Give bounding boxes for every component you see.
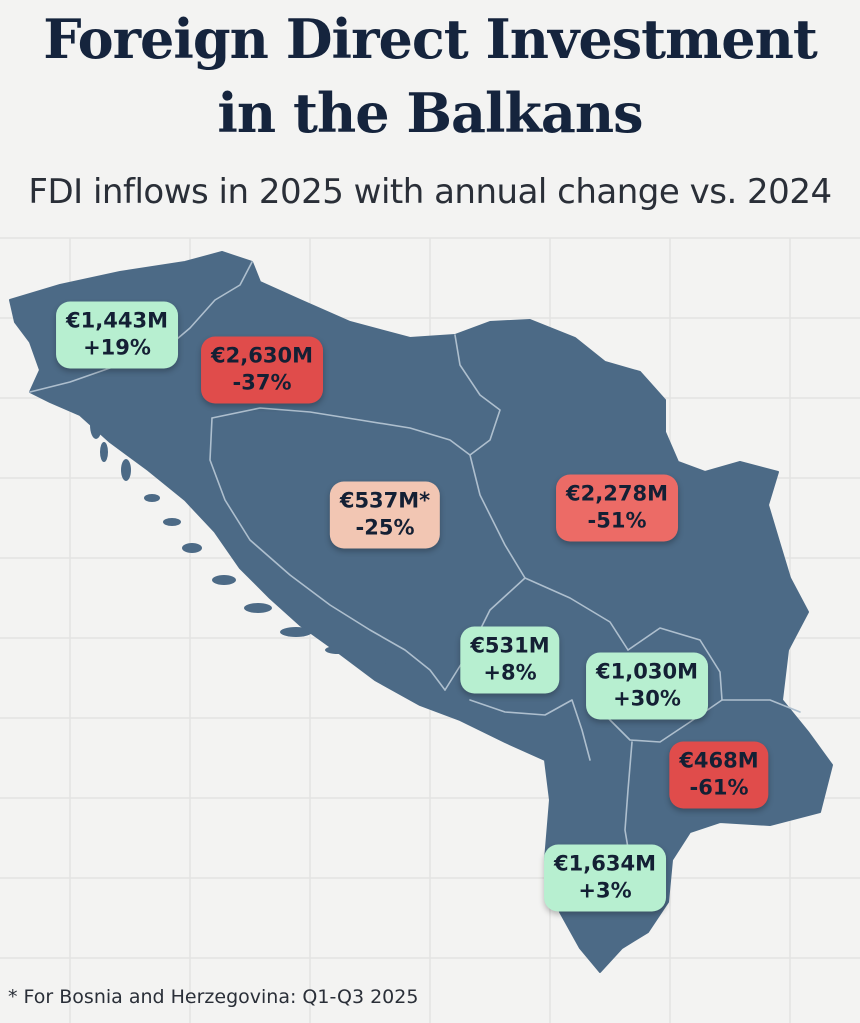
badge-serbia: €2,278M -51%	[556, 474, 678, 542]
footnote: * For Bosnia and Herzegovina: Q1-Q3 2025	[8, 986, 419, 1008]
badge-value: €2,278M	[566, 481, 668, 506]
badge-bosnia: €537M* -25%	[329, 481, 441, 549]
title-line-2: in the Balkans	[217, 81, 643, 145]
border-croatia-serbia	[454, 334, 501, 456]
badge-change: +3%	[578, 878, 632, 903]
landmass-main	[9, 251, 833, 973]
border-kosovo-serbia	[627, 627, 723, 701]
badge-change: +19%	[83, 335, 151, 360]
border-serbia-montenegro	[524, 577, 629, 651]
badge-value: €1,634M	[554, 851, 656, 876]
badge-croatia: €2,630M -37%	[201, 336, 323, 404]
border-croatia-bosnia	[211, 407, 526, 579]
badge-value: €1,443M	[66, 308, 168, 333]
badge-change: +30%	[613, 686, 681, 711]
title-line-1: Foreign Direct Investment	[43, 7, 818, 71]
border-serbia-macedonia	[721, 699, 801, 713]
badge-montenegro: €531M +8%	[460, 626, 560, 694]
border-montenegro-albania	[469, 699, 591, 761]
badge-slovenia: €1,443M +19%	[56, 301, 178, 369]
badge-value: €2,630M	[211, 343, 313, 368]
badge-change: +8%	[483, 660, 537, 685]
page-title: Foreign Direct Investment in the Balkans	[0, 2, 860, 150]
badge-value: €537M*	[339, 488, 431, 513]
badge-albania: €1,634M +3%	[544, 844, 666, 912]
badge-change: -37%	[232, 370, 292, 395]
badge-value: €468M	[679, 748, 759, 773]
border-bosnia-coast	[209, 417, 446, 691]
badge-value: €531M	[470, 633, 550, 658]
badge-change: -61%	[689, 775, 749, 800]
badge-value: €1,030M	[596, 659, 698, 684]
page-subtitle: FDI inflows in 2025 with annual change v…	[28, 172, 832, 212]
country-borders	[29, 261, 801, 861]
badge-change: -25%	[355, 515, 415, 540]
badge-north-macedonia: €468M -61%	[669, 741, 769, 809]
badge-kosovo: €1,030M +30%	[586, 652, 708, 720]
islands	[90, 411, 386, 666]
map-landmass	[9, 251, 833, 973]
badge-change: -51%	[587, 508, 647, 533]
